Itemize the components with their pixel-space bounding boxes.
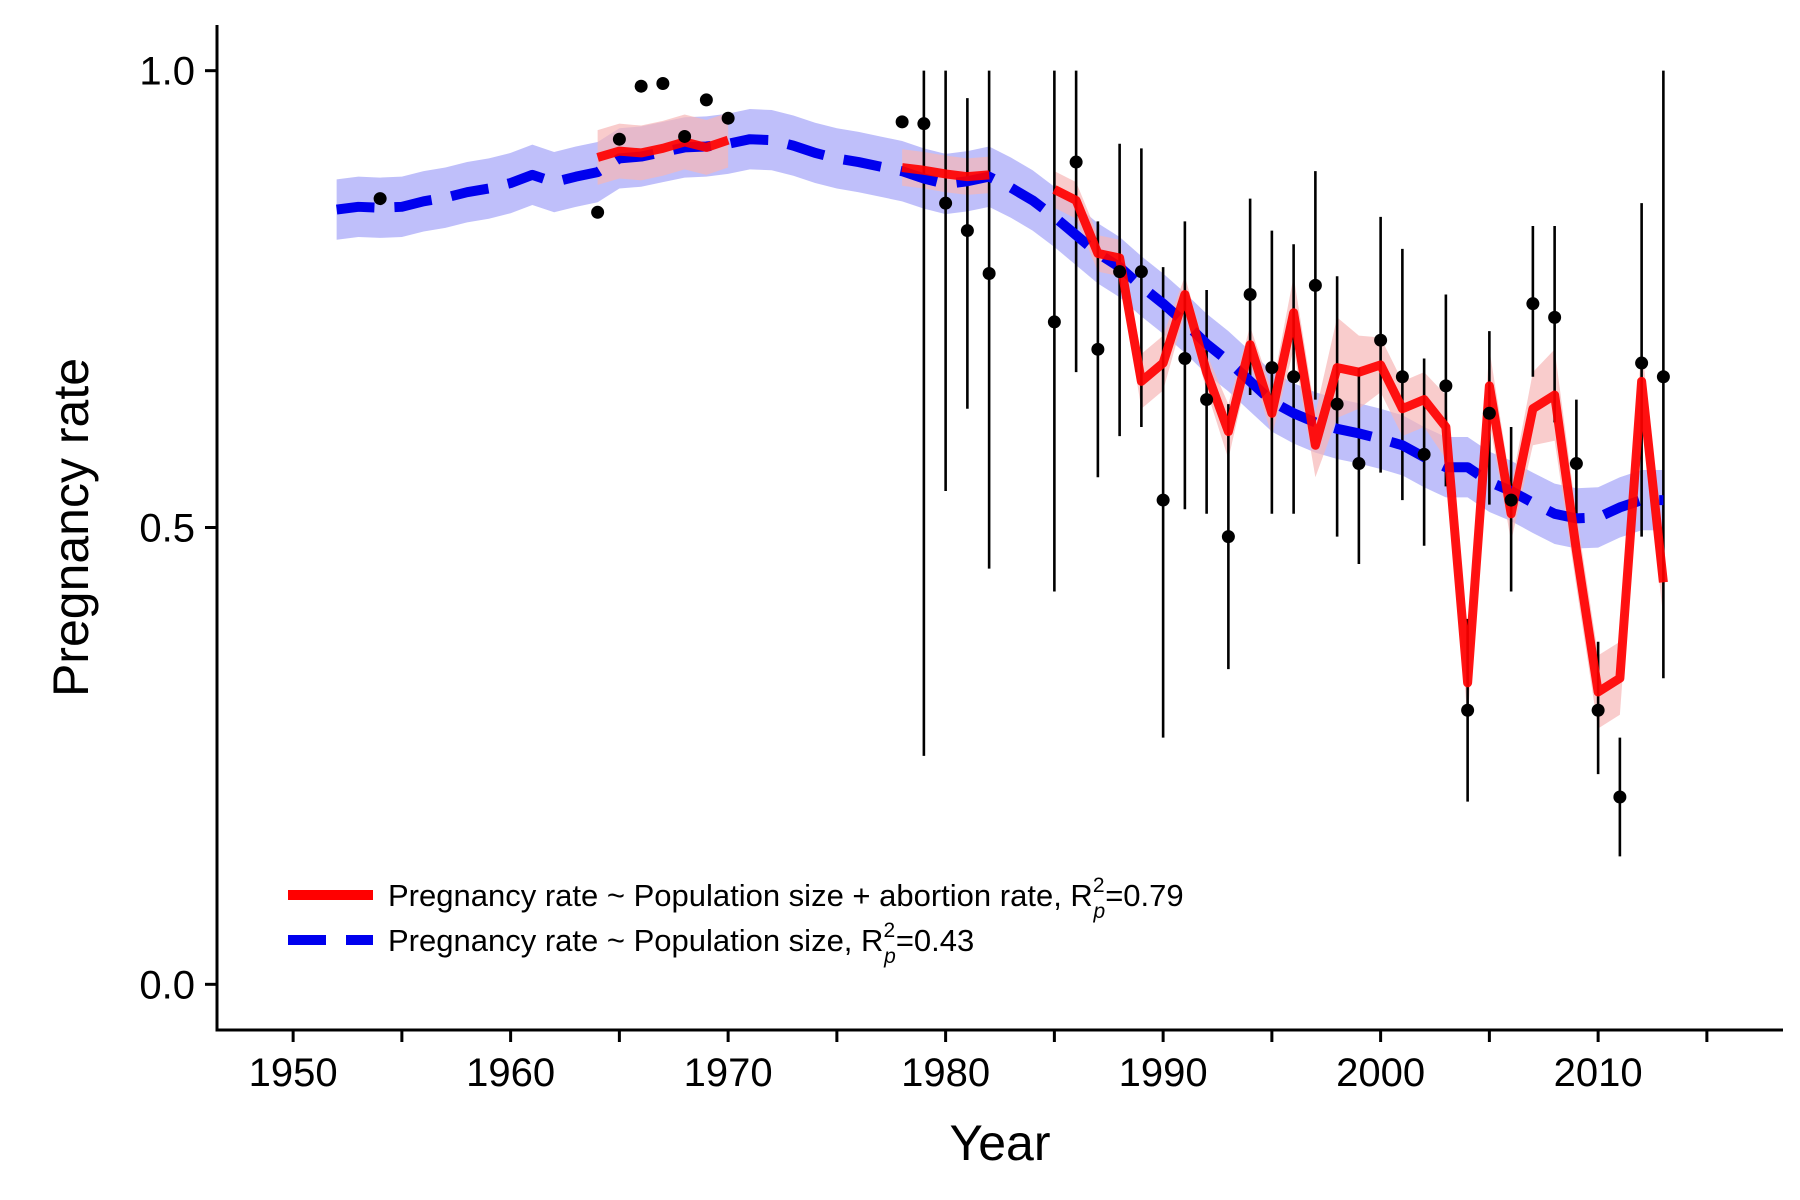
data-point <box>678 129 692 143</box>
data-point <box>1069 155 1083 169</box>
data-point <box>1482 406 1496 420</box>
red-model-line-2 <box>901 163 990 182</box>
blue-confidence-band <box>336 109 1664 549</box>
data-point <box>1635 356 1649 370</box>
data-point <box>917 117 931 131</box>
x-axis-title: Year <box>949 1115 1050 1171</box>
y-tick-label: 1.0 <box>139 50 195 94</box>
data-point <box>1526 297 1540 311</box>
y-tick-label: 0.5 <box>139 507 195 551</box>
data-point <box>1178 351 1192 365</box>
data-point <box>895 115 909 129</box>
data-point <box>1243 288 1257 302</box>
data-point <box>373 192 387 206</box>
data-point <box>1656 370 1670 384</box>
data-point <box>1461 703 1475 717</box>
x-tick-label: 1980 <box>901 1051 990 1095</box>
data-point <box>960 224 974 238</box>
red-confidence-band-3 <box>1054 171 1664 729</box>
legend-label-text: Pregnancy rate ~ Population size, R <box>388 923 883 958</box>
legend-superscript: 2 <box>883 919 895 942</box>
data-point <box>634 79 648 93</box>
x-tick-label: 2000 <box>1336 1051 1425 1095</box>
data-point <box>1439 379 1453 393</box>
model-lines <box>335 134 1668 697</box>
observed-points <box>373 76 1670 804</box>
data-point <box>1569 457 1583 471</box>
data-point <box>1395 370 1409 384</box>
data-point <box>656 76 670 90</box>
legend-label-2: Pregnancy rate ~ Population size, R2 p=0.… <box>388 919 974 968</box>
legend-superscript: 2 <box>1093 874 1105 897</box>
data-point <box>1134 265 1148 279</box>
data-point <box>1374 333 1388 347</box>
legend: Pregnancy rate ~ Population size + abort… <box>288 874 1184 968</box>
data-point <box>1200 393 1214 407</box>
x-tick-label: 1960 <box>466 1051 555 1095</box>
legend-label-1: Pregnancy rate ~ Population size + abort… <box>388 874 1184 923</box>
data-point <box>1156 493 1170 507</box>
data-point <box>1308 278 1322 292</box>
data-point <box>1091 342 1105 356</box>
tick-labels: 0.0 0.5 1.0 1950 1960 1970 1980 1990 2000 2010 <box>139 50 1642 1095</box>
legend-value: =0.79 <box>1105 878 1183 913</box>
data-point <box>699 93 713 107</box>
data-point <box>1113 265 1127 279</box>
data-point <box>612 132 626 146</box>
data-point <box>939 196 953 210</box>
data-point <box>1613 790 1627 804</box>
legend-subscript: p <box>1093 900 1106 923</box>
data-point <box>1221 530 1235 544</box>
data-point <box>1591 703 1605 717</box>
data-point <box>982 267 996 281</box>
data-point <box>1417 447 1431 461</box>
x-tick-label: 2010 <box>1554 1051 1643 1095</box>
red-model-line-1 <box>596 135 730 162</box>
legend-value: =0.43 <box>896 923 974 958</box>
y-axis-title: Pregnancy rate <box>43 358 99 697</box>
axes <box>205 25 1783 1042</box>
red-model-line-3 <box>1052 185 1668 697</box>
legend-subscript: p <box>883 945 896 968</box>
legend-label-text: Pregnancy rate ~ Population size + abort… <box>388 878 1093 913</box>
x-tick-label: 1990 <box>1119 1051 1208 1095</box>
data-point <box>1504 493 1518 507</box>
data-point <box>591 205 605 219</box>
y-tick-label: 0.0 <box>139 963 195 1007</box>
data-point <box>721 111 735 125</box>
data-point <box>1265 361 1279 375</box>
data-point <box>1287 370 1301 384</box>
data-point <box>1548 310 1562 324</box>
data-point <box>1047 315 1061 329</box>
data-point <box>1330 397 1344 411</box>
x-tick-label: 1970 <box>684 1051 773 1095</box>
data-point <box>1352 457 1366 471</box>
x-tick-label: 1950 <box>249 1051 338 1095</box>
